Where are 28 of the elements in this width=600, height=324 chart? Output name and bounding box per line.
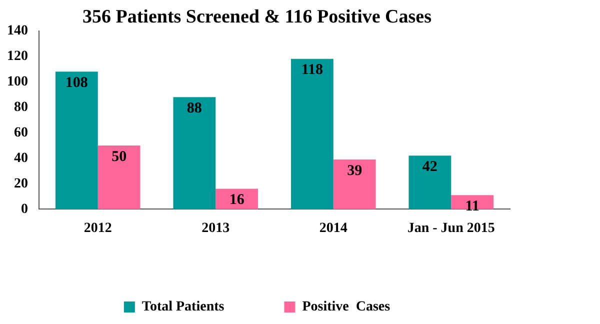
legend-label: Positive Cases [302,300,391,315]
y-tick-label: 40 [14,150,28,166]
data-label: 42 [422,159,438,176]
bar [333,160,376,210]
bar [98,145,140,210]
legend-label: Total Patients [142,300,225,315]
y-tick-label: 120 [7,48,28,64]
bar [55,72,98,210]
x-tick-label: 2012 [84,221,112,236]
data-label: 108 [65,74,88,91]
data-label: 88 [186,100,202,116]
y-tick-label: 20 [14,176,28,192]
chart-title: 356 Patients Screened & 116 Positive Cases [82,6,432,28]
data-label: 50 [112,148,127,165]
bar [173,97,216,210]
data-label: 16 [229,192,245,208]
y-tick-label: 80 [14,100,28,115]
x-tick-label: 2013 [202,221,230,236]
y-tick-label: 100 [7,74,28,90]
x-tick-label: 2014 [319,221,348,236]
data-label: 39 [347,162,362,179]
y-tick-label: 0 [21,202,28,217]
y-tick-label: 60 [14,125,28,140]
x-tick-label: Jan - Jun 2015 [407,221,495,236]
bar [290,58,334,210]
data-label: 118 [301,62,324,78]
bar [408,156,452,210]
y-tick-label: 140 [7,23,28,38]
